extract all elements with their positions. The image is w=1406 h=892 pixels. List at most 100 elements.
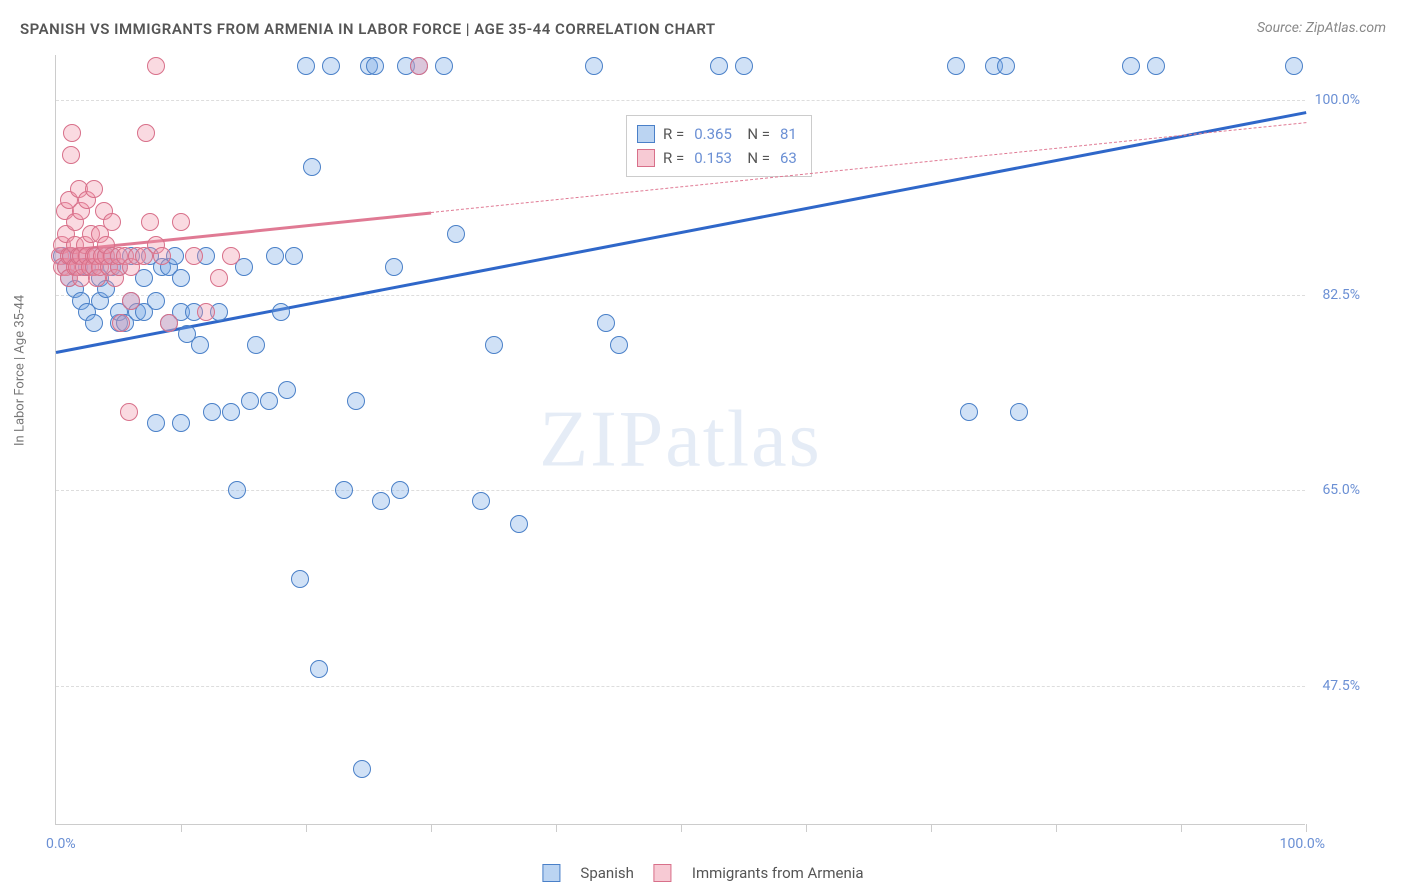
y-tick-label: 65.0% bbox=[1310, 482, 1360, 498]
legend-row-armenia: R = 0.153 N = 63 bbox=[637, 146, 797, 170]
data-point bbox=[960, 403, 978, 421]
legend-n-val: 81 bbox=[780, 122, 797, 146]
data-point bbox=[447, 225, 465, 243]
data-point bbox=[997, 57, 1015, 75]
legend-swatch-pink bbox=[637, 149, 655, 167]
data-point bbox=[347, 392, 365, 410]
data-point bbox=[585, 57, 603, 75]
data-point bbox=[297, 57, 315, 75]
gridline bbox=[56, 686, 1305, 687]
data-point bbox=[385, 258, 403, 276]
x-tick bbox=[931, 824, 932, 832]
y-axis-title: In Labor Force | Age 35-44 bbox=[13, 295, 28, 446]
chart-title: SPANISH VS IMMIGRANTS FROM ARMENIA IN LA… bbox=[20, 20, 716, 38]
data-point bbox=[285, 247, 303, 265]
legend-swatch-blue bbox=[542, 864, 560, 882]
chart-container: SPANISH VS IMMIGRANTS FROM ARMENIA IN LA… bbox=[0, 0, 1406, 892]
x-tick bbox=[1306, 824, 1307, 832]
data-point bbox=[172, 213, 190, 231]
data-point bbox=[191, 336, 209, 354]
data-point bbox=[597, 314, 615, 332]
data-point bbox=[147, 292, 165, 310]
data-point bbox=[435, 57, 453, 75]
data-point bbox=[185, 247, 203, 265]
data-point bbox=[353, 760, 371, 778]
data-point bbox=[510, 515, 528, 533]
gridline bbox=[56, 295, 1305, 296]
data-point bbox=[272, 303, 290, 321]
legend-r-label: R = bbox=[663, 122, 684, 146]
legend-n-val: 63 bbox=[780, 146, 797, 170]
data-point bbox=[1122, 57, 1140, 75]
source-text: Source: ZipAtlas.com bbox=[1257, 20, 1386, 36]
data-point bbox=[122, 292, 140, 310]
series-legend: Spanish Immigrants from Armenia bbox=[542, 864, 863, 882]
data-point bbox=[141, 213, 159, 231]
plot-area: ZIPatlas R = 0.365 N = 81 R = 0.153 N = … bbox=[55, 55, 1305, 825]
correlation-legend: R = 0.365 N = 81 R = 0.153 N = 63 bbox=[626, 115, 812, 177]
data-point bbox=[710, 57, 728, 75]
x-tick bbox=[806, 824, 807, 832]
legend-swatch-pink bbox=[654, 864, 672, 882]
data-point bbox=[172, 269, 190, 287]
legend-row-spanish: R = 0.365 N = 81 bbox=[637, 122, 797, 146]
data-point bbox=[222, 403, 240, 421]
legend-r-val: 0.365 bbox=[694, 122, 732, 146]
data-point bbox=[63, 124, 81, 142]
data-point bbox=[62, 146, 80, 164]
data-point bbox=[366, 57, 384, 75]
data-point bbox=[137, 124, 155, 142]
x-tick bbox=[181, 824, 182, 832]
legend-r-label: R = bbox=[663, 146, 684, 170]
data-point bbox=[1285, 57, 1303, 75]
data-point bbox=[85, 314, 103, 332]
data-point bbox=[391, 481, 409, 499]
x-tick bbox=[681, 824, 682, 832]
data-point bbox=[485, 336, 503, 354]
y-tick-label: 82.5% bbox=[1310, 287, 1360, 303]
data-point bbox=[410, 57, 428, 75]
data-point bbox=[472, 492, 490, 510]
legend-label-armenia: Immigrants from Armenia bbox=[692, 864, 864, 882]
data-point bbox=[1010, 403, 1028, 421]
data-point bbox=[160, 314, 178, 332]
data-point bbox=[322, 57, 340, 75]
data-point bbox=[291, 570, 309, 588]
trend-line-dashed bbox=[431, 122, 1306, 213]
legend-label-spanish: Spanish bbox=[580, 864, 633, 882]
x-axis-end-label: 100.0% bbox=[1280, 836, 1325, 852]
data-point bbox=[1147, 57, 1165, 75]
legend-n-label: N = bbox=[740, 122, 770, 146]
watermark: ZIPatlas bbox=[539, 394, 822, 485]
data-point bbox=[153, 247, 171, 265]
y-tick-label: 47.5% bbox=[1310, 678, 1360, 694]
legend-r-val: 0.153 bbox=[694, 146, 732, 170]
x-tick bbox=[1056, 824, 1057, 832]
data-point bbox=[372, 492, 390, 510]
data-point bbox=[735, 57, 753, 75]
data-point bbox=[120, 403, 138, 421]
data-point bbox=[610, 336, 628, 354]
data-point bbox=[85, 180, 103, 198]
y-tick-label: 100.0% bbox=[1310, 92, 1360, 108]
data-point bbox=[197, 303, 215, 321]
x-tick bbox=[306, 824, 307, 832]
data-point bbox=[172, 414, 190, 432]
gridline bbox=[56, 100, 1305, 101]
x-tick bbox=[556, 824, 557, 832]
legend-swatch-blue bbox=[637, 125, 655, 143]
data-point bbox=[222, 247, 240, 265]
data-point bbox=[947, 57, 965, 75]
data-point bbox=[303, 158, 321, 176]
x-tick bbox=[1181, 824, 1182, 832]
x-tick bbox=[431, 824, 432, 832]
data-point bbox=[247, 336, 265, 354]
legend-n-label: N = bbox=[740, 146, 770, 170]
data-point bbox=[241, 392, 259, 410]
data-point bbox=[228, 481, 246, 499]
data-point bbox=[112, 314, 130, 332]
data-point bbox=[278, 381, 296, 399]
data-point bbox=[260, 392, 278, 410]
data-point bbox=[210, 269, 228, 287]
data-point bbox=[147, 414, 165, 432]
